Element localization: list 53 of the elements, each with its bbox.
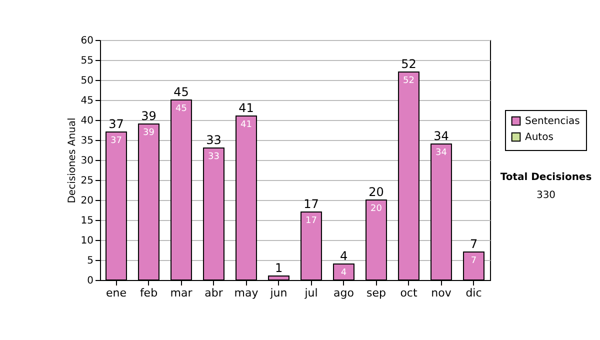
y-tick-label: 40 xyxy=(80,116,94,126)
y-tick-label: 50 xyxy=(80,76,94,86)
data-label: 20 xyxy=(370,204,382,214)
x-tick-label: abr xyxy=(204,286,224,300)
y-tick-label: 15 xyxy=(80,216,94,226)
y-tick-label: 20 xyxy=(80,196,94,206)
data-label: 33 xyxy=(208,152,220,162)
text: 330 xyxy=(535,190,557,201)
total-label: 4 xyxy=(340,249,348,263)
x-tick-label: nov xyxy=(431,286,452,300)
x-tick-label: oct xyxy=(400,286,418,300)
x-tick-label: feb xyxy=(140,286,158,300)
data-label: 41 xyxy=(240,120,252,130)
total-label: 45 xyxy=(174,85,189,99)
x-tick-label: mar xyxy=(170,286,193,300)
x-tick-label: sep xyxy=(366,286,386,300)
data-label: 4 xyxy=(340,268,347,278)
data-label: 37 xyxy=(110,136,122,146)
y-tick-label: 45 xyxy=(80,96,94,106)
total-label: 34 xyxy=(434,129,449,143)
total-label: 37 xyxy=(108,117,124,131)
x-tick-label: jun xyxy=(269,286,288,300)
total-label: 1 xyxy=(274,261,283,275)
data-label: 39 xyxy=(143,128,155,138)
x-tick-label: jul xyxy=(304,286,318,300)
data-label: 52 xyxy=(403,76,414,86)
y-axis-title: Decisiones Anual xyxy=(66,118,78,204)
legend-label: Sentencias xyxy=(525,116,580,127)
data-label: 34 xyxy=(436,148,448,158)
x-tick-label: ago xyxy=(334,286,354,300)
y-tick-label: 30 xyxy=(80,156,94,166)
y-tick-label: 55 xyxy=(80,56,94,66)
total-label: 20 xyxy=(368,185,384,199)
total-label: 52 xyxy=(401,57,416,71)
x-tick-label: may xyxy=(234,286,259,300)
x-tick-label: dic xyxy=(466,286,482,300)
y-tick-label: 0 xyxy=(87,276,94,286)
y-tick-label: 25 xyxy=(80,176,94,186)
data-label: 7 xyxy=(470,256,477,266)
total-label: 39 xyxy=(141,109,156,123)
y-tick-label: 60 xyxy=(80,36,94,46)
total-label: 41 xyxy=(238,101,254,115)
total-label: 33 xyxy=(206,133,222,147)
legend-label: Autos xyxy=(525,132,554,143)
y-tick-label: 5 xyxy=(87,256,94,266)
data-label: 45 xyxy=(176,104,187,114)
x-tick-label: ene xyxy=(106,286,127,300)
y-tick-label: 10 xyxy=(80,236,94,246)
text: Total Decisiones xyxy=(499,172,593,183)
total-label: 7 xyxy=(470,237,478,251)
total-label: 17 xyxy=(304,197,319,211)
data-label: 17 xyxy=(306,216,317,226)
y-tick-label: 35 xyxy=(80,136,94,146)
